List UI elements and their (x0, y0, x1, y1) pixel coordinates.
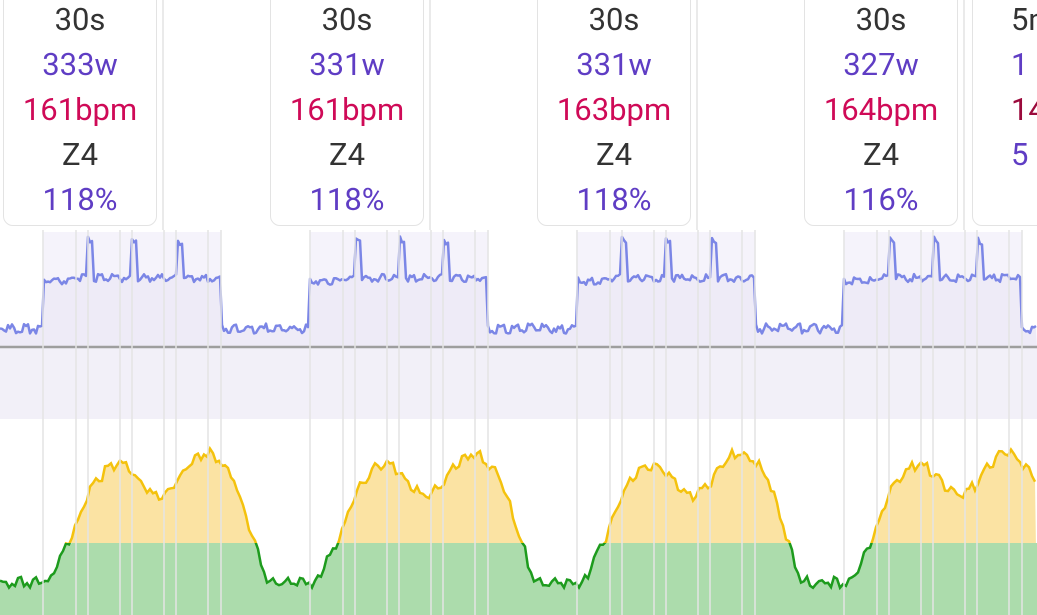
interval-percent: 118% (576, 181, 652, 218)
interval-zone: Z4 (329, 136, 365, 173)
interval-card[interactable]: 30s 333w 161bpm Z4 118% (3, 0, 157, 226)
interval-power: 331w (576, 46, 652, 83)
heart-rate-chart (0, 422, 1037, 615)
interval-power: 327w (843, 46, 919, 83)
interval-card[interactable]: 30s 331w 161bpm Z4 118% (270, 0, 424, 226)
interval-zone: Z4 (863, 136, 899, 173)
power-line (0, 235, 1037, 335)
hr-low-zone (0, 543, 1037, 615)
interval-power: 1 (1011, 46, 1029, 83)
interval-duration: 30s (588, 1, 640, 38)
interval-power: 333w (42, 46, 118, 83)
interval-percent: 118% (42, 181, 118, 218)
interval-heart-rate: 14 (1011, 91, 1037, 128)
interval-power: 331w (309, 46, 385, 83)
lap-markers (42, 0, 1023, 615)
interval-percent: 5 (1011, 136, 1029, 173)
interval-card[interactable]: 30s 331w 163bpm Z4 118% (537, 0, 691, 226)
interval-zone: Z4 (596, 136, 632, 173)
hr-line-low (0, 543, 873, 591)
interval-heart-rate: 163bpm (556, 91, 672, 128)
interval-duration: 30s (321, 1, 373, 38)
interval-heart-rate: 161bpm (289, 91, 405, 128)
interval-duration: 5m (1011, 1, 1037, 38)
hr-line-high (64, 445, 1037, 543)
interval-card[interactable]: 30s 327w 164bpm Z4 116% (804, 0, 958, 226)
interval-percent: 118% (309, 181, 385, 218)
interval-heart-rate: 161bpm (22, 91, 138, 128)
interval-duration: 30s (855, 1, 907, 38)
interval-heart-rate: 164bpm (823, 91, 939, 128)
interval-card-partial[interactable]: 5m 1 14 5 (972, 0, 1037, 226)
chart-separator-band (0, 347, 1037, 419)
interval-duration: 30s (54, 1, 106, 38)
interval-zone: Z4 (62, 136, 98, 173)
interval-percent: 116% (843, 181, 919, 218)
